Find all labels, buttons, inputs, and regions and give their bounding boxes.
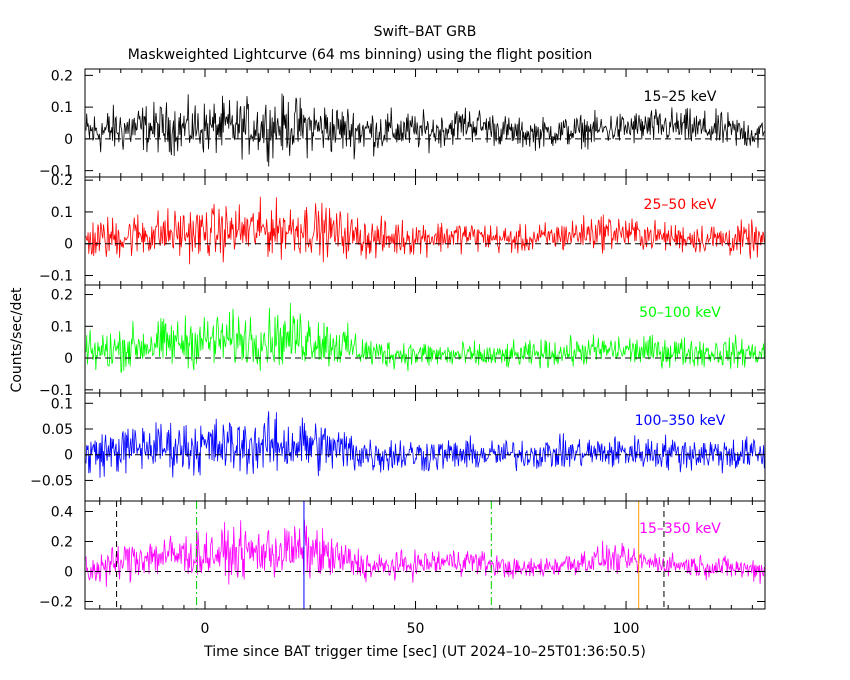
series-trace-2 [85, 196, 765, 265]
y-tick-label: 0.2 [51, 68, 73, 84]
x-tick-label: 100 [613, 621, 640, 637]
chart-subtitle: Maskweighted Lightcurve (64 ms binning) … [128, 47, 593, 63]
series-label-2: 25–50 keV [644, 197, 717, 213]
y-tick-label: 0.2 [51, 535, 73, 551]
y-tick-label: 0 [64, 448, 73, 464]
panels-group: −0.1 0 0.1 0.2 15–25 keV −0.1 0 0.1 0.2 25–50 keV… [30, 68, 766, 637]
y-tick-label: 0 [64, 565, 73, 581]
series-trace-4 [85, 411, 765, 478]
series-label-1: 15–25 keV [644, 89, 717, 105]
y-tick-label: 0.1 [51, 205, 73, 221]
series-label-4: 100–350 keV [635, 413, 726, 429]
y-tick-label: 0.2 [51, 173, 73, 189]
x-tick-label: 50 [407, 621, 425, 637]
y-tick-label: −0.1 [39, 383, 73, 399]
y-tick-label: 0.1 [51, 100, 73, 116]
x-axis-label: Time since BAT trigger time [sec] (UT 20… [203, 644, 646, 660]
panel-frame [84, 500, 766, 610]
y-tick-label: 0 [64, 237, 73, 253]
y-axis-label: Counts/sec/det [9, 287, 25, 392]
y-tick-label: 0 [64, 132, 73, 148]
series-label-3: 50–100 keV [639, 305, 721, 321]
series-trace-1 [85, 93, 765, 167]
y-tick-label: −0.1 [39, 268, 73, 284]
chart-title: Swift–BAT GRB [374, 24, 477, 40]
panel-frame [84, 176, 766, 286]
x-tick-label: 0 [201, 621, 210, 637]
y-tick-label: 0.4 [51, 505, 73, 521]
y-tick-label: −0.1 [39, 164, 73, 180]
y-tick-label: 0 [64, 351, 73, 367]
y-tick-label: 0.1 [51, 319, 73, 335]
series-trace-5 [85, 519, 765, 587]
y-tick-label: −0.2 [39, 595, 73, 611]
series-trace-3 [85, 302, 765, 373]
y-tick-label: 0.05 [42, 422, 73, 438]
panel-frame [84, 68, 766, 178]
y-tick-label: 0.2 [51, 288, 73, 304]
y-tick-label: −0.05 [30, 473, 73, 489]
y-tick-label: 0.1 [51, 396, 73, 412]
series-label-5: 15–350 keV [639, 521, 721, 537]
